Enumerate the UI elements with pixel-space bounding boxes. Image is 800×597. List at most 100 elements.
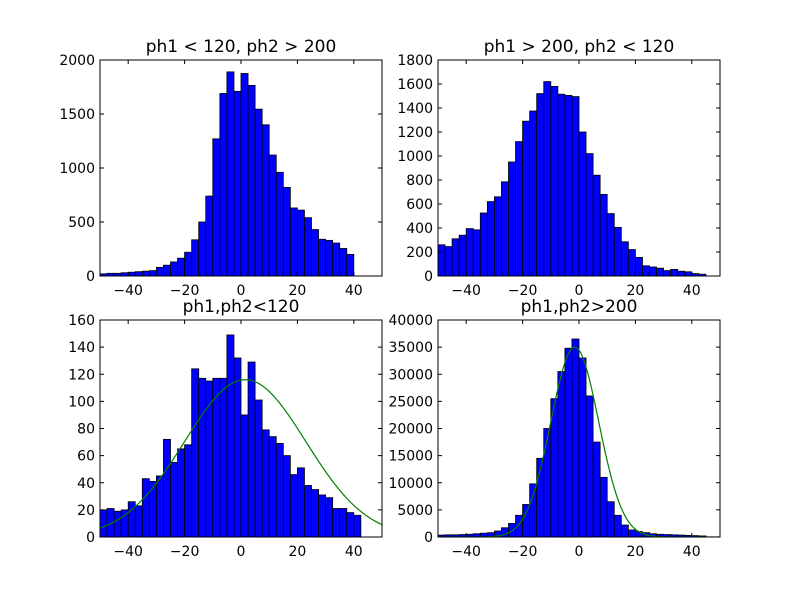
x-tick-label: 20 <box>626 544 644 560</box>
histogram-bar <box>346 512 355 537</box>
histogram-bar <box>325 497 334 537</box>
y-tick-label: 0 <box>424 269 433 285</box>
histogram-bar <box>304 485 312 537</box>
y-tick-label: 100 <box>68 394 95 410</box>
y-tick-label: 1500 <box>59 107 95 123</box>
histogram-bar <box>451 238 460 276</box>
bars <box>100 71 355 276</box>
y-tick-label: 120 <box>68 367 95 383</box>
histogram-bar <box>318 494 326 537</box>
histogram-bar <box>458 234 467 276</box>
y-tick-label: 160 <box>68 313 95 329</box>
histogram-bar <box>282 187 291 276</box>
histogram-bar <box>649 266 657 276</box>
y-tick-label: 0 <box>424 530 433 546</box>
histogram-bar <box>296 209 305 276</box>
histogram-bar <box>177 257 186 276</box>
y-tick-label: 200 <box>406 245 433 261</box>
y-tick-label: 20000 <box>388 422 433 438</box>
histogram-bar <box>585 153 594 276</box>
y-tick-label: 1600 <box>397 77 433 93</box>
histogram-panel-top-right: −40 −20 0 20 4002004006008001000120014001600… <box>397 37 721 299</box>
histogram-bar <box>289 207 298 276</box>
y-tick-label: 0 <box>86 269 95 285</box>
x-tick-label: 0 <box>575 283 584 299</box>
histogram-bar <box>578 357 587 537</box>
y-tick-label: 15000 <box>388 449 433 465</box>
histogram-bar <box>254 108 263 276</box>
histogram-bar <box>170 462 178 537</box>
histogram-bar <box>191 368 200 537</box>
histogram-bar <box>339 248 348 276</box>
histogram-bar <box>261 124 270 276</box>
histogram-bar <box>282 455 291 537</box>
y-tick-label: 1200 <box>397 125 433 141</box>
histogram-bar <box>550 86 559 276</box>
histogram-bar <box>325 239 334 276</box>
histogram-bar <box>508 161 516 276</box>
histogram-bar <box>486 201 495 276</box>
x-tick-label: −40 <box>451 283 481 299</box>
chart-title: ph1,ph2<120 <box>183 297 300 317</box>
histogram-bar <box>254 399 263 537</box>
x-tick-label: 20 <box>288 283 306 299</box>
chart-title: ph1 < 120, ph2 > 200 <box>146 37 337 57</box>
y-tick-label: 25000 <box>388 394 433 410</box>
histogram-bar <box>599 476 608 537</box>
histogram-bar <box>677 270 686 276</box>
histogram-bar <box>684 271 693 276</box>
histogram-bar <box>289 474 298 537</box>
x-tick-label: −40 <box>451 544 481 560</box>
y-tick-label: 500 <box>68 215 95 231</box>
histogram-bar <box>113 510 122 537</box>
y-tick-label: 1800 <box>397 53 433 69</box>
chart-title: ph1,ph2>200 <box>521 297 638 317</box>
x-tick-label: 40 <box>345 283 363 299</box>
y-tick-label: 30000 <box>388 367 433 383</box>
histogram-bar <box>134 271 143 276</box>
histogram-bar <box>155 266 164 276</box>
histogram-bar <box>543 81 552 276</box>
gaussian-fit-line <box>100 379 382 529</box>
histogram-bar <box>620 524 629 537</box>
x-tick-label: 20 <box>288 544 306 560</box>
histogram-bar <box>240 73 249 276</box>
histogram-bar <box>465 228 474 276</box>
histogram-bar <box>529 110 538 276</box>
x-tick-label: −40 <box>113 544 143 560</box>
y-tick-label: 1400 <box>397 101 433 117</box>
y-tick-label: 10000 <box>388 476 433 492</box>
histogram-bar <box>339 508 348 537</box>
histogram-bar <box>501 181 509 276</box>
histogram-bar <box>163 438 171 537</box>
x-tick-label: 20 <box>626 283 644 299</box>
histogram-bar <box>247 361 256 537</box>
histogram-bar <box>515 141 523 276</box>
y-tick-label: 1000 <box>59 161 95 177</box>
histogram-bar <box>134 505 143 537</box>
x-tick-label: 0 <box>237 283 246 299</box>
histogram-bar <box>212 377 221 537</box>
x-tick-label: 40 <box>345 544 363 560</box>
y-tick-label: 400 <box>406 221 433 237</box>
histogram-bar <box>212 138 221 276</box>
x-tick-label: −20 <box>508 544 538 560</box>
histogram-bar <box>184 251 193 276</box>
histogram-bar <box>536 93 545 276</box>
histogram-bar <box>205 195 214 276</box>
histogram-bar <box>275 171 284 276</box>
histogram-bar <box>127 271 136 276</box>
histogram-bar <box>177 448 186 537</box>
histogram-bar <box>170 261 178 276</box>
histogram-bar <box>670 268 679 276</box>
y-tick-label: 5000 <box>397 503 433 519</box>
x-tick-label: −20 <box>508 283 538 299</box>
y-tick-label: 600 <box>406 197 433 213</box>
histogram-bar <box>296 467 305 537</box>
histogram-bar <box>642 265 650 276</box>
histogram-bar <box>571 338 580 537</box>
histogram-bar <box>219 377 228 537</box>
histogram-panel-bottom-right: −40 −20 0 20 40 0 5000 10000 15000 20000 25000 3000… <box>388 297 721 560</box>
